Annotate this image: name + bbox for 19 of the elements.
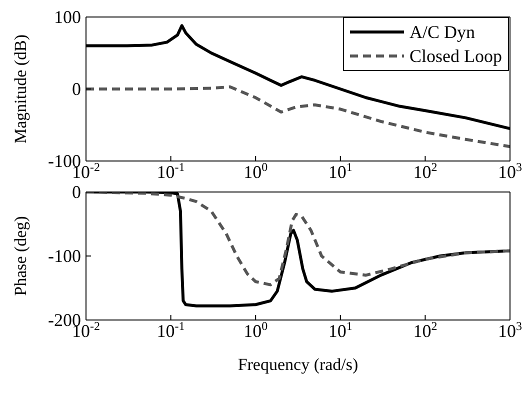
x-axis-title: Frequency (rad/s): [238, 355, 358, 374]
x-tick-label: 10$^{3}$: [498, 160, 522, 182]
x-tick-label: 10$^{0}$: [244, 319, 268, 341]
y-tick-label: 0: [72, 182, 81, 202]
y-axis-title: Phase (deg): [11, 216, 30, 296]
y-tick-label: 100: [54, 7, 81, 27]
x-tick-label: 10$^{3}$: [498, 319, 522, 341]
x-tick-label: 10$^{0}$: [244, 160, 268, 182]
x-tick-label: 10$^{-1}$: [156, 319, 185, 341]
legend-label: Closed Loop: [410, 45, 502, 68]
y-tick-label: 0: [72, 79, 81, 99]
y-tick-label: -100: [48, 246, 81, 266]
x-tick-label: 10$^{2}$: [413, 319, 438, 341]
x-tick-label: 10$^{-1}$: [156, 160, 185, 182]
y-axis-title: Magnitude (dB): [11, 34, 30, 144]
x-tick-label: 10$^{1}$: [328, 160, 352, 182]
legend-label: A/C Dyn: [410, 21, 476, 44]
x-tick-label: 10$^{1}$: [328, 319, 352, 341]
x-tick-label: 10$^{2}$: [413, 160, 438, 182]
